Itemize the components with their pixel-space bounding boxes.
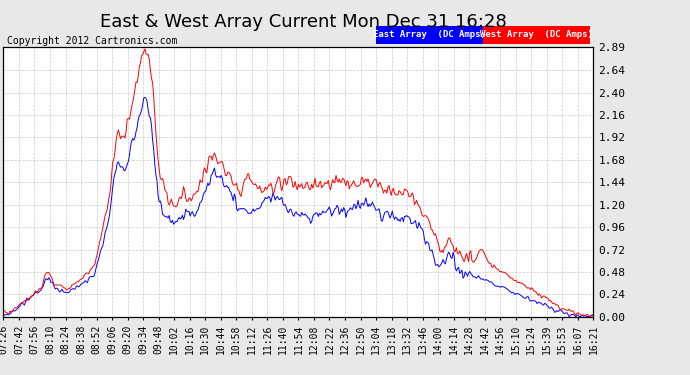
Text: West Array  (DC Amps): West Array (DC Amps) <box>480 30 593 39</box>
Text: East & West Array Current Mon Dec 31 16:28: East & West Array Current Mon Dec 31 16:… <box>100 13 507 31</box>
Text: East Array  (DC Amps): East Array (DC Amps) <box>373 30 486 39</box>
Text: Copyright 2012 Cartronics.com: Copyright 2012 Cartronics.com <box>7 36 177 46</box>
